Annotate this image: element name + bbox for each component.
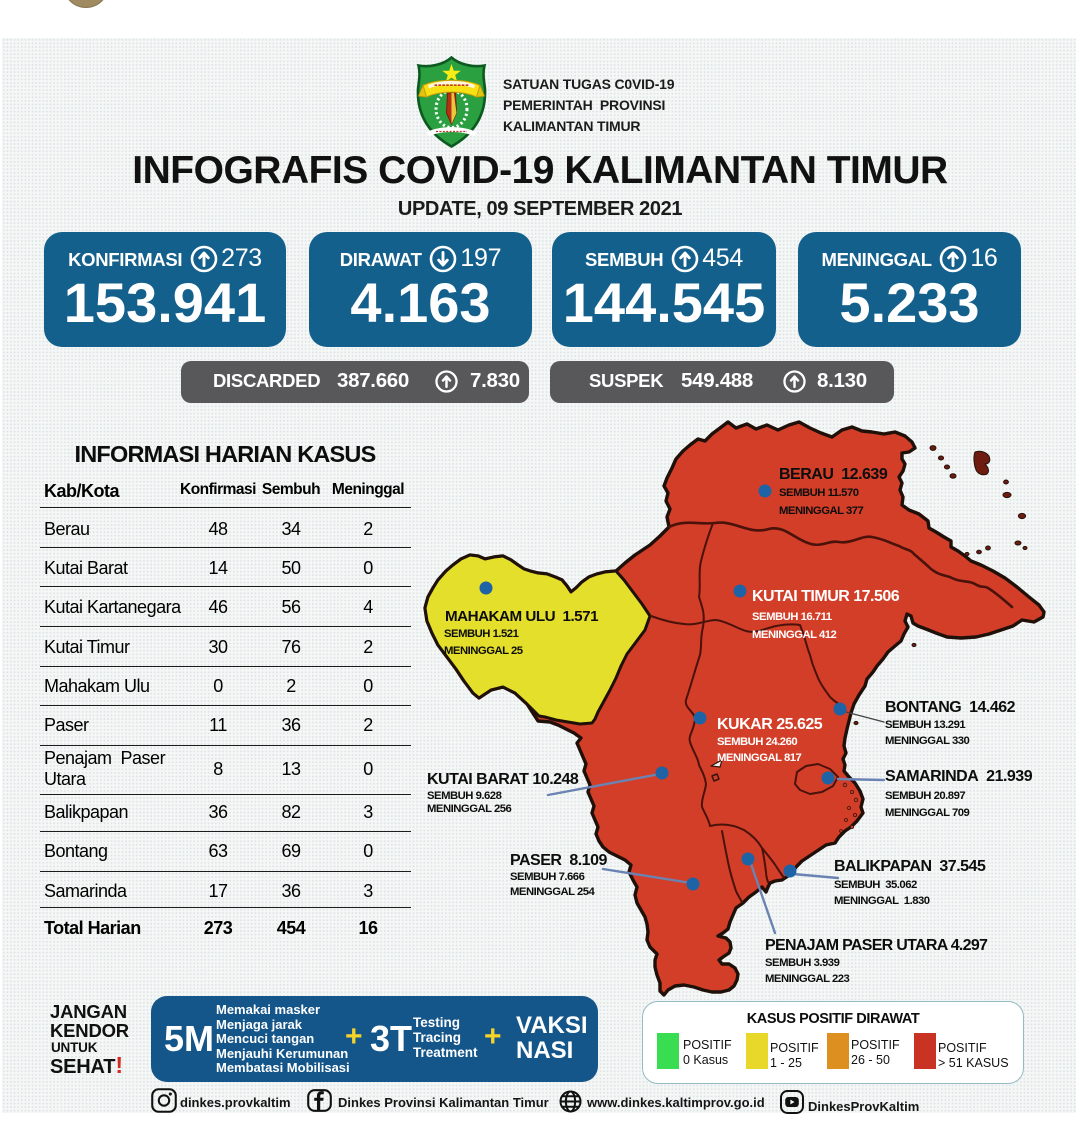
svg-text:MENINGGAL 25: MENINGGAL 25 — [444, 645, 523, 657]
svg-text:SEMBUH 3.939: SEMBUH 3.939 — [765, 957, 840, 969]
svg-text:MENINGGAL 223: MENINGGAL 223 — [765, 973, 850, 985]
svg-text:PASER 8.109: PASER 8.109 — [510, 852, 607, 869]
svg-text:MENINGGAL 817: MENINGGAL 817 — [717, 752, 802, 764]
svg-text:MENINGGAL 377: MENINGGAL 377 — [779, 505, 864, 517]
svg-text:KUTAI BARAT 10.248: KUTAI BARAT 10.248 — [427, 771, 579, 788]
svg-text:SEMBUH 9.628: SEMBUH 9.628 — [427, 790, 502, 802]
svg-text:SAMARINDA 21.939: SAMARINDA 21.939 — [885, 768, 1033, 785]
svg-text:MENINGGAL 254: MENINGGAL 254 — [510, 886, 596, 898]
svg-text:KUTAI TIMUR 17.506: KUTAI TIMUR 17.506 — [752, 588, 900, 605]
svg-text:SEMBUH 16.711: SEMBUH 16.711 — [752, 611, 832, 623]
svg-text:BALIKPAPAN 37.545: BALIKPAPAN 37.545 — [834, 858, 986, 875]
svg-text:SEMBUH 1.521: SEMBUH 1.521 — [444, 628, 519, 640]
svg-text:SEMBUH 20.897: SEMBUH 20.897 — [885, 790, 965, 802]
svg-text:MENINGGAL 1.830: MENINGGAL 1.830 — [834, 895, 930, 907]
svg-text:MENINGGAL 412: MENINGGAL 412 — [752, 629, 837, 641]
svg-text:MENINGGAL 256: MENINGGAL 256 — [427, 803, 512, 815]
svg-text:SEMBUH 11.570: SEMBUH 11.570 — [779, 487, 859, 499]
svg-text:SEMBUH 35.062: SEMBUH 35.062 — [834, 879, 917, 891]
svg-text:SEMBUH 13.291: SEMBUH 13.291 — [885, 719, 965, 731]
svg-text:PENAJAM PASER UTARA 4.297: PENAJAM PASER UTARA 4.297 — [765, 937, 988, 954]
svg-text:MENINGGAL 709: MENINGGAL 709 — [885, 807, 970, 819]
svg-text:KUKAR 25.625: KUKAR 25.625 — [717, 716, 823, 733]
svg-text:SEMBUH 7.666: SEMBUH 7.666 — [510, 871, 585, 883]
svg-text:BERAU 12.639: BERAU 12.639 — [779, 466, 888, 483]
svg-text:MENINGGAL 330: MENINGGAL 330 — [885, 735, 970, 747]
svg-text:BONTANG 14.462: BONTANG 14.462 — [885, 699, 1016, 716]
svg-text:SEMBUH 24.260: SEMBUH 24.260 — [717, 736, 797, 748]
svg-text:MAHAKAM ULU 1.571: MAHAKAM ULU 1.571 — [445, 608, 599, 625]
